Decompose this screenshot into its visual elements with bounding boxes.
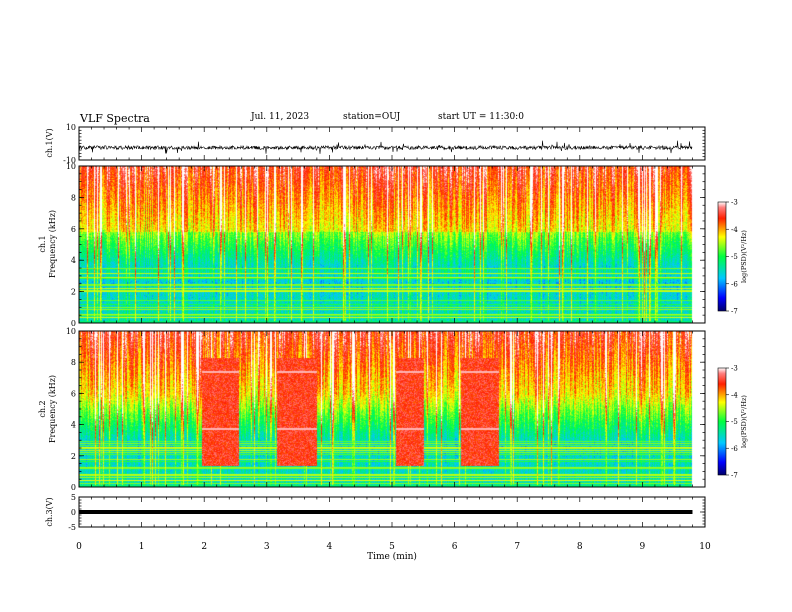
y-tick-label: 8: [71, 358, 76, 367]
ch3-waveform-ylabel: ch.3(V): [45, 497, 54, 526]
colorbar-tick-label: -6: [731, 445, 738, 453]
ch2-spectrogram-image: [79, 331, 705, 487]
colorbar-2: [717, 367, 727, 476]
y-tick-label: -5: [68, 523, 76, 532]
x-tick-label: 10: [699, 542, 711, 552]
y-tick-label: 0: [71, 483, 76, 492]
ch1-spectrogram-channel-label: ch.1: [38, 235, 47, 252]
x-tick-label: 8: [577, 542, 583, 552]
y-tick-label: 2: [71, 452, 76, 461]
ch1-spectrogram-ylabel: Frequency (kHz): [48, 210, 57, 278]
colorbar-tick-label: -3: [731, 365, 738, 373]
colorbar-tick-label: -5: [731, 418, 738, 426]
y-tick-label: 4: [71, 421, 76, 430]
colorbar-1: [717, 201, 727, 312]
station-label: station=OUJ: [343, 112, 401, 122]
x-tick-label: 6: [452, 542, 458, 552]
y-tick-label: 10: [66, 162, 76, 171]
colorbar-tick-label: -3: [731, 199, 738, 207]
y-tick-label: 6: [71, 389, 76, 398]
x-tick-label: 0: [76, 542, 82, 552]
x-tick-label: 5: [389, 542, 395, 552]
ch2-spectrogram-ylabel: Frequency (kHz): [48, 375, 57, 443]
ch2-spectrogram-channel-label: ch.2: [38, 400, 47, 417]
colorbar-tick-label: -5: [731, 253, 738, 261]
x-tick-label: 9: [640, 542, 646, 552]
ch1-waveform-line: [78, 140, 693, 154]
y-tick-label: 2: [71, 288, 76, 297]
x-tick-label: 1: [139, 542, 145, 552]
y-tick-label: 4: [71, 256, 76, 265]
x-tick-label: 4: [327, 542, 333, 552]
colorbar-tick-label: -7: [731, 308, 738, 316]
y-tick-label: -10: [63, 156, 76, 165]
y-tick-label: 5: [71, 493, 76, 502]
date-label: Jul. 11, 2023: [251, 112, 310, 122]
colorbar-label: log(PSD)(V²/Hz): [740, 395, 748, 448]
y-tick-label: 0: [71, 319, 76, 328]
colorbar-tick-label: -4: [731, 391, 738, 399]
figure-title: VLF Spectra: [80, 112, 150, 125]
colorbar-label: log(PSD)(V²/Hz): [740, 230, 748, 283]
y-tick-label: 8: [71, 193, 76, 202]
y-tick-label: 6: [71, 225, 76, 234]
waveform-layer: [78, 140, 693, 514]
x-tick-label: 7: [514, 542, 520, 552]
x-axis-title: Time (min): [367, 551, 417, 562]
y-tick-label: 10: [66, 327, 76, 336]
colorbar-tick-label: -7: [731, 472, 738, 480]
start-time-label: start UT = 11:30:0: [438, 112, 524, 122]
x-tick-label: 3: [264, 542, 270, 552]
spectrogram-layer: [79, 166, 705, 487]
ch1-waveform-ylabel: ch.1(V): [45, 128, 54, 157]
y-tick-label: 10: [66, 123, 76, 132]
x-tick-label: 2: [201, 542, 207, 552]
colorbar-tick-label: -6: [731, 280, 738, 288]
colorbar-tick-label: -4: [731, 226, 738, 234]
y-tick-label: 0: [71, 508, 76, 517]
ch1-spectrogram-image: [79, 166, 705, 323]
